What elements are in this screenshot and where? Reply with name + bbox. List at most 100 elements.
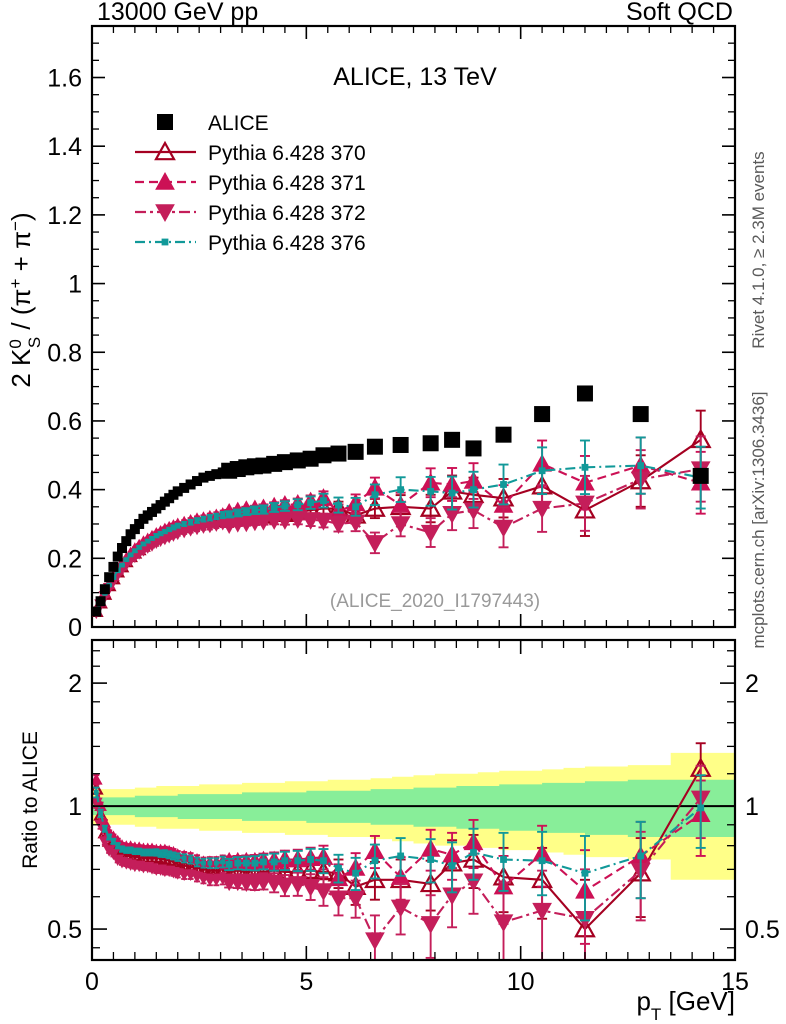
plot-header: 13000 GeV pp Soft QCD bbox=[97, 0, 733, 26]
marker-filled-square bbox=[465, 440, 482, 457]
ratio-y-axis: 0.5 0.5 1 1 2 2 bbox=[47, 650, 780, 949]
marker-filled-square bbox=[495, 426, 512, 443]
marker-small-square bbox=[637, 852, 645, 860]
marker-small-square bbox=[500, 481, 507, 488]
marker-small-square bbox=[281, 502, 289, 510]
legend-label: ALICE bbox=[208, 112, 269, 135]
marker-filled-square bbox=[534, 406, 551, 423]
marker-small-square bbox=[207, 515, 213, 521]
marker-small-square bbox=[123, 847, 129, 853]
marker-filled-triangle-down bbox=[275, 877, 295, 896]
marker-filled-square bbox=[422, 435, 439, 452]
marker-filled-square bbox=[276, 454, 293, 471]
main-ytick-label: 0.2 bbox=[47, 545, 82, 573]
main-ytick-label: 0.4 bbox=[47, 477, 82, 505]
marker-small-square bbox=[500, 856, 507, 863]
marker-small-square bbox=[307, 856, 315, 863]
xtick-label: 10 bbox=[507, 968, 535, 996]
marker-filled-triangle-down bbox=[493, 519, 514, 538]
marker-filled-triangle-down bbox=[420, 916, 441, 934]
marker-filled-triangle-down bbox=[300, 512, 321, 530]
marker-filled-square bbox=[108, 561, 119, 572]
header-right-text: Soft QCD bbox=[626, 0, 733, 26]
marker-small-square bbox=[397, 486, 405, 494]
xtick-label: 0 bbox=[85, 968, 99, 996]
marker-small-square bbox=[335, 501, 342, 509]
marker-filled-square bbox=[92, 606, 102, 617]
marker-filled-triangle-down bbox=[328, 516, 349, 535]
marker-small-square bbox=[448, 489, 456, 497]
marker-filled-triangle-down bbox=[313, 883, 334, 901]
marker-filled-square bbox=[315, 447, 332, 464]
main-title-text: ALICE, 13 TeV bbox=[333, 63, 497, 91]
marker-small-square bbox=[213, 860, 219, 866]
series-alice-data bbox=[92, 385, 709, 617]
marker-small-square bbox=[427, 856, 435, 863]
marker-filled-triangle-down bbox=[275, 512, 295, 530]
marker-small-square bbox=[188, 519, 193, 525]
marker-filled-square bbox=[125, 529, 136, 540]
marker-filled-triangle-down bbox=[365, 932, 385, 951]
legend-entry: Pythia 6.428 370 bbox=[135, 140, 366, 165]
ratio-panel: 0.5 0.5 1 1 2 2 0 5 10 15 Ratio to ALICE bbox=[19, 638, 780, 996]
ratio-x-axis[interactable]: 0 5 10 15 bbox=[85, 640, 749, 996]
marker-small-square bbox=[581, 869, 589, 877]
marker-small-square bbox=[161, 238, 169, 246]
marker-small-square bbox=[128, 847, 133, 853]
mcplots-text: mcplots.cern.ch [arXiv:1306.3436] bbox=[749, 391, 768, 648]
marker-small-square bbox=[470, 486, 477, 494]
marker-small-square bbox=[194, 859, 200, 865]
marker-filled-square bbox=[185, 479, 196, 490]
marker-small-square bbox=[141, 850, 146, 855]
marker-filled-triangle-down bbox=[313, 512, 334, 531]
marker-open-triangle-up bbox=[419, 497, 442, 517]
marker-small-square bbox=[166, 852, 172, 858]
ratio-ytick-label-right: 0.5 bbox=[745, 916, 780, 944]
marker-small-square bbox=[220, 512, 226, 518]
main-ytick-label: 1.6 bbox=[47, 65, 82, 93]
marker-small-square bbox=[98, 810, 103, 816]
marker-small-square bbox=[136, 544, 142, 550]
main-ytick-label: 1.2 bbox=[47, 202, 82, 230]
marker-filled-square bbox=[632, 406, 649, 423]
marker-small-square bbox=[171, 525, 176, 530]
marker-small-square bbox=[213, 514, 219, 519]
marker-small-square bbox=[153, 850, 159, 855]
marker-filled-triangle-down bbox=[390, 899, 411, 918]
marker-small-square bbox=[194, 518, 200, 523]
legend-entry: Pythia 6.428 371 bbox=[135, 171, 366, 195]
ratio-y-title: Ratio to ALICE bbox=[19, 731, 42, 869]
marker-filled-square bbox=[347, 443, 364, 460]
marker-small-square bbox=[158, 851, 163, 857]
main-ytick-label: 1.4 bbox=[47, 133, 82, 161]
legend-label: Pythia 6.428 372 bbox=[208, 202, 366, 225]
marker-filled-triangle-down bbox=[390, 516, 411, 535]
marker-filled-square bbox=[198, 472, 209, 483]
main-ytick-label: 0.8 bbox=[47, 339, 82, 367]
marker-small-square bbox=[242, 508, 250, 516]
marker-filled-triangle-down bbox=[365, 535, 385, 553]
marker-small-square bbox=[158, 531, 163, 536]
marker-filled-square bbox=[576, 385, 593, 402]
marker-small-square bbox=[320, 857, 327, 865]
legend-label: Pythia 6.428 371 bbox=[208, 172, 366, 195]
ratio-series-Pythia-6-428-376 bbox=[93, 774, 706, 922]
marker-small-square bbox=[371, 857, 379, 865]
marker-small-square bbox=[294, 501, 302, 509]
marker-small-square bbox=[335, 864, 342, 872]
marker-filled-triangle-down bbox=[328, 890, 349, 909]
main-plot-area bbox=[92, 26, 735, 627]
marker-filled-square bbox=[289, 452, 306, 469]
marker-filled-square bbox=[192, 476, 203, 487]
marker-small-square bbox=[320, 497, 327, 505]
marker-small-square bbox=[132, 548, 138, 554]
marker-filled-triangle-down bbox=[287, 511, 308, 529]
marker-small-square bbox=[207, 860, 213, 866]
marker-small-square bbox=[166, 527, 172, 532]
marker-small-square bbox=[270, 858, 278, 866]
marker-small-square bbox=[181, 855, 187, 861]
marker-filled-square bbox=[129, 524, 140, 535]
xtick-label: 5 bbox=[299, 968, 313, 996]
marker-filled-triangle-down bbox=[493, 914, 514, 933]
